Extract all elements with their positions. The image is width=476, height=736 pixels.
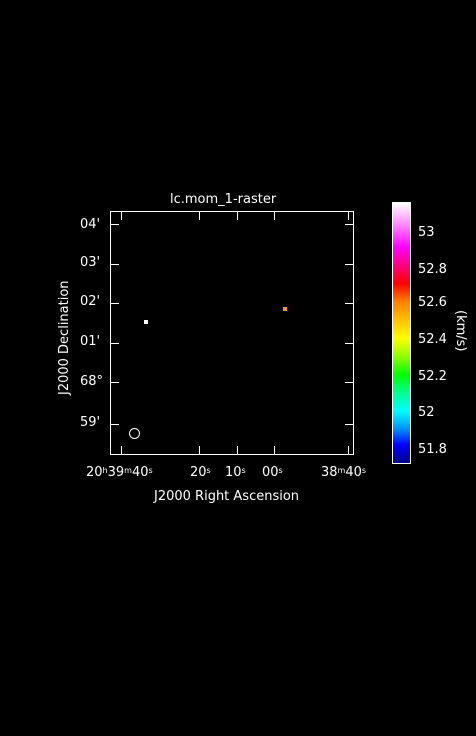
- y-tick-mark: [111, 224, 119, 225]
- y-tick-label: 04': [80, 217, 101, 232]
- y-tick-mark: [345, 343, 353, 344]
- x-tick-mark: [121, 212, 122, 220]
- x-tick-mark: [199, 446, 200, 454]
- colorbar-tick-label: 52.6: [418, 295, 447, 310]
- y-tick-label: 59': [80, 415, 101, 430]
- x-tick-mark: [121, 446, 122, 454]
- y-tick-mark: [111, 382, 119, 383]
- plot-title: lc.mom_1-raster: [170, 192, 277, 207]
- data-pixel-orange: [283, 307, 287, 311]
- y-tick-label: 01': [80, 334, 101, 349]
- colorbar-tick-label: 53: [418, 225, 435, 240]
- y-tick-label: 02': [80, 294, 101, 309]
- x-tick-label: 20h39m40s: [86, 465, 153, 480]
- y-axis-title: J2000 Declination: [57, 280, 72, 395]
- plot-frame: [110, 211, 354, 455]
- x-tick-label: 38m40s: [321, 465, 367, 480]
- y-tick-mark: [111, 264, 119, 265]
- y-tick-mark: [345, 424, 353, 425]
- y-tick-mark: [345, 303, 353, 304]
- colorbar-tick-label: 51.8: [418, 442, 447, 457]
- data-pixel-white: [144, 320, 148, 324]
- x-tick-mark: [237, 446, 238, 454]
- x-tick-mark: [274, 446, 275, 454]
- x-tick-mark: [348, 212, 349, 220]
- colorbar-tick-label: 52: [418, 405, 435, 420]
- x-tick-mark: [348, 446, 349, 454]
- colorbar-gradient: [393, 203, 410, 463]
- colorbar-tick-label: 52.8: [418, 262, 447, 277]
- y-tick-mark: [111, 303, 119, 304]
- y-tick-mark: [111, 343, 119, 344]
- x-tick-mark: [274, 212, 275, 220]
- x-tick-mark: [199, 212, 200, 220]
- x-tick-label: 10s: [225, 465, 246, 480]
- beam-ellipse: [129, 428, 140, 439]
- colorbar: [392, 202, 411, 464]
- colorbar-tick-label: 52.4: [418, 332, 447, 347]
- colorbar-tick-label: 52.2: [418, 369, 447, 384]
- colorbar-unit-label: (km/s): [453, 310, 468, 352]
- y-tick-label: 03': [80, 255, 101, 270]
- y-tick-label: 68°: [80, 374, 104, 389]
- x-axis-title: J2000 Right Ascension: [154, 489, 300, 504]
- y-tick-mark: [345, 264, 353, 265]
- x-tick-label: 20s: [190, 465, 211, 480]
- x-tick-mark: [237, 212, 238, 220]
- y-tick-mark: [111, 424, 119, 425]
- y-tick-mark: [345, 224, 353, 225]
- y-tick-mark: [345, 382, 353, 383]
- x-tick-label: 00s: [262, 465, 283, 480]
